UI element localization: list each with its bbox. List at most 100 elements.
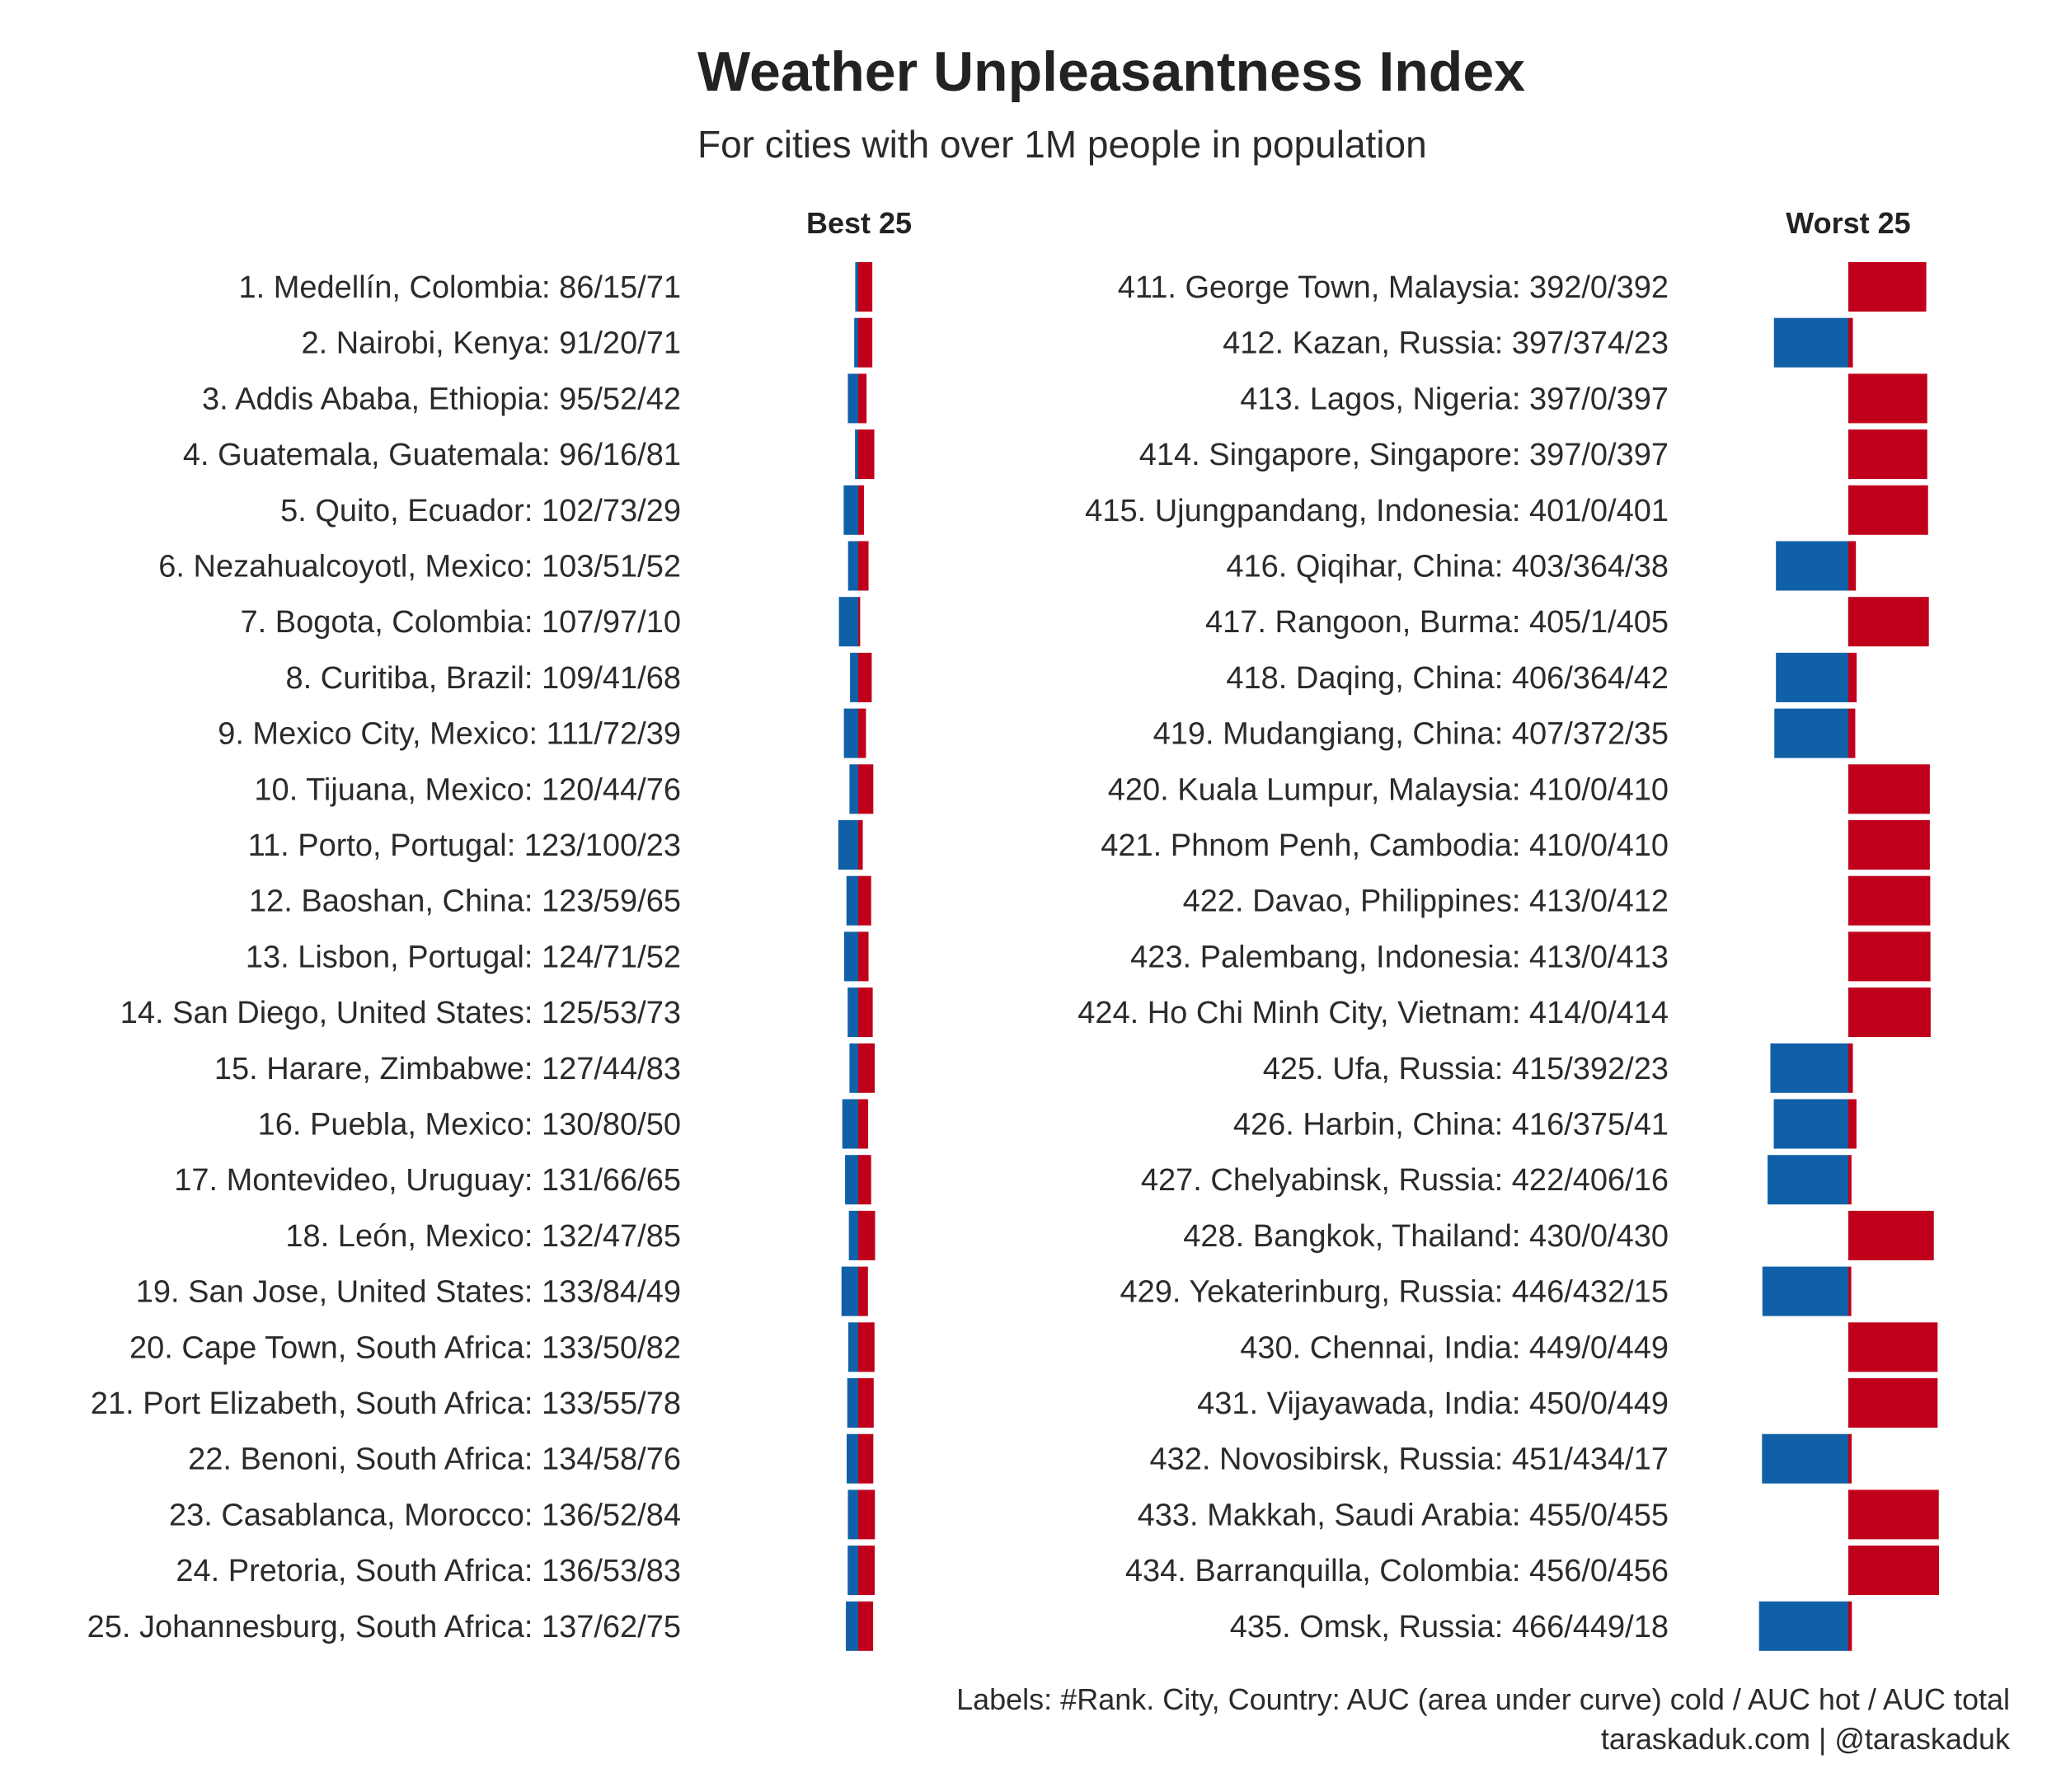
bar-label: 417. Rangoon, Burma: 405/1/405 — [1205, 605, 1669, 640]
bar-cold — [1758, 1601, 1848, 1651]
bar-cold — [1774, 708, 1848, 758]
bar-label: 16. Puebla, Mexico: 130/80/50 — [258, 1108, 681, 1142]
bar-label: 433. Makkah, Saudi Arabia: 455/0/455 — [1138, 1498, 1669, 1532]
bar-label: 420. Kuala Lumpur, Malaysia: 410/0/410 — [1108, 772, 1669, 807]
bar-label: 423. Palembang, Indonesia: 413/0/413 — [1130, 940, 1669, 974]
bar-label: 13. Lisbon, Portugal: 124/71/52 — [246, 940, 681, 974]
bar-label: 434. Barranquilla, Colombia: 456/0/456 — [1125, 1554, 1669, 1588]
bar-cold — [846, 1601, 858, 1651]
bar-hot — [858, 429, 875, 480]
bar-cold — [854, 317, 858, 368]
bar-cold — [847, 1489, 858, 1540]
bar-cold — [848, 1210, 858, 1260]
bar-hot — [858, 1155, 871, 1205]
bar-hot — [1848, 931, 1931, 982]
chart-caption: Labels: #Rank. City, Country: AUC (area … — [956, 1680, 2010, 1759]
bar-cold — [838, 597, 858, 647]
bar-hot — [1848, 1322, 1938, 1372]
bar-hot — [858, 1099, 869, 1149]
bar-label: 432. Novosibirsk, Russia: 451/434/17 — [1150, 1443, 1669, 1477]
bar-cold — [1776, 652, 1848, 702]
bar-hot — [858, 1601, 874, 1651]
bar-label: 414. Singapore, Singapore: 397/0/397 — [1139, 438, 1669, 472]
bar-hot — [858, 317, 873, 368]
bar-cold — [847, 1433, 858, 1484]
bar-cold — [847, 1378, 858, 1428]
bar-label: 19. San Jose, United States: 133/84/49 — [136, 1275, 681, 1310]
bar-label: 10. Tijuana, Mexico: 120/44/76 — [254, 772, 681, 807]
bar-hot — [858, 708, 866, 758]
bar-cold — [849, 1043, 858, 1093]
bar-label: 12. Baoshan, China: 123/59/65 — [249, 884, 681, 919]
bar-cold — [1762, 1433, 1848, 1484]
bar-cold — [841, 1266, 858, 1316]
caption-credit: taraskaduk.com | @taraskaduk — [1600, 1722, 2010, 1756]
bar-label: 429. Yekaterinburg, Russia: 446/432/15 — [1120, 1275, 1669, 1310]
bar-hot — [858, 262, 873, 312]
bar-label: 411. George Town, Malaysia: 392/0/392 — [1118, 270, 1669, 305]
bar-cold — [843, 485, 858, 535]
bar-label: 15. Harare, Zimbabwe: 127/44/83 — [214, 1052, 681, 1086]
bar-hot — [1848, 429, 1927, 480]
bar-label: 427. Chelyabinsk, Russia: 422/406/16 — [1141, 1163, 1669, 1198]
bar-hot — [858, 931, 869, 982]
bar-hot — [858, 764, 874, 814]
bar-label: 3. Addis Ababa, Ethiopia: 95/52/42 — [202, 382, 681, 416]
bar-label: 2. Nairobi, Kenya: 91/20/71 — [301, 326, 681, 361]
bar-hot — [1848, 317, 1853, 368]
bar-cold — [849, 764, 858, 814]
bar-label: 18. León, Mexico: 132/47/85 — [285, 1219, 681, 1254]
bar-label: 431. Vijayawada, India: 450/0/449 — [1197, 1386, 1669, 1421]
bar-hot — [1848, 1210, 1934, 1260]
bar-label: 415. Ujungpandang, Indonesia: 401/0/401 — [1085, 494, 1669, 528]
panel-title-worst: Worst 25 — [1786, 206, 1910, 240]
bar-cold — [1773, 1099, 1848, 1149]
bar-hot — [858, 541, 869, 591]
bar-hot — [1848, 597, 1929, 647]
bar-label: 6. Nezahualcoyotl, Mexico: 103/51/52 — [158, 550, 681, 584]
bar-label: 23. Casablanca, Morocco: 136/52/84 — [169, 1498, 681, 1532]
bar-hot — [1848, 485, 1928, 535]
bar-hot — [858, 1378, 874, 1428]
bar-hot — [1848, 262, 1927, 312]
bar-hot — [1848, 1043, 1853, 1093]
bar-label: 412. Kazan, Russia: 397/374/23 — [1223, 326, 1669, 361]
bar-hot — [858, 1043, 876, 1093]
bar-label: 416. Qiqihar, China: 403/364/38 — [1226, 550, 1669, 584]
bar-hot — [1848, 1266, 1852, 1316]
bar-label: 11. Porto, Portugal: 123/100/23 — [248, 828, 681, 863]
bar-cold — [1762, 1266, 1848, 1316]
bar-cold — [847, 541, 858, 591]
bar-label: 435. Omsk, Russia: 466/449/18 — [1230, 1610, 1669, 1644]
bar-label: 426. Harbin, China: 416/375/41 — [1233, 1108, 1669, 1142]
bar-label: 22. Benoni, South Africa: 134/58/76 — [188, 1443, 681, 1477]
bar-hot — [858, 485, 864, 535]
bar-cold — [847, 1322, 858, 1372]
bar-hot — [858, 597, 861, 647]
bar-hot — [1848, 541, 1857, 591]
bar-label: 7. Bogota, Colombia: 107/97/10 — [241, 605, 682, 640]
bar-label: 4. Guatemala, Guatemala: 96/16/81 — [183, 438, 681, 472]
bar-cold — [847, 987, 858, 1038]
bar-cold — [838, 820, 858, 870]
chart-subtitle: For cities with over 1M people in popula… — [697, 123, 1427, 166]
bar-label: 8. Curitiba, Brazil: 109/41/68 — [286, 661, 682, 696]
bar-label: 418. Daqing, China: 406/364/42 — [1226, 661, 1669, 696]
bar-hot — [1848, 987, 1931, 1038]
bar-cold — [847, 1546, 858, 1596]
panel-title-best: Best 25 — [806, 206, 912, 240]
bar-hot — [858, 373, 867, 424]
bar-hot — [1848, 1489, 1939, 1540]
bar-hot — [858, 1266, 868, 1316]
bar-hot — [858, 1546, 876, 1596]
bar-hot — [1848, 1546, 1939, 1596]
bar-cold — [847, 373, 858, 424]
bar-hot — [858, 1489, 876, 1540]
bar-label: 421. Phnom Penh, Cambodia: 410/0/410 — [1101, 828, 1669, 863]
bar-cold — [850, 652, 858, 702]
bar-hot — [1848, 875, 1931, 926]
bar-hot — [858, 652, 872, 702]
caption-labels-note: Labels: #Rank. City, Country: AUC (area … — [956, 1682, 2010, 1716]
bar-hot — [1848, 652, 1857, 702]
